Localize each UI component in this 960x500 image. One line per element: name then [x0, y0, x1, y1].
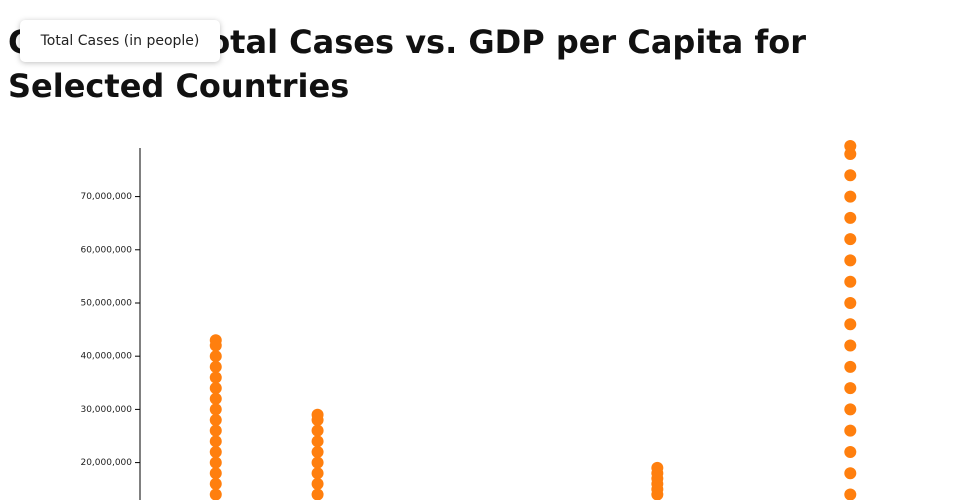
y-tick-label: 40,000,000 — [80, 352, 132, 362]
y-tick-label: 20,000,000 — [80, 458, 132, 468]
point — [844, 169, 857, 182]
point — [844, 339, 857, 352]
point — [209, 435, 222, 448]
point — [844, 190, 857, 203]
point — [311, 477, 324, 490]
point — [844, 445, 857, 458]
point — [209, 456, 222, 469]
point — [209, 477, 222, 490]
point — [209, 350, 222, 363]
point — [311, 408, 324, 421]
point — [311, 424, 324, 437]
point — [209, 467, 222, 480]
point — [844, 488, 857, 500]
y-tick-label: 60,000,000 — [80, 245, 132, 255]
point — [311, 456, 324, 469]
point — [311, 435, 324, 448]
point — [844, 360, 857, 373]
point — [844, 296, 857, 309]
point — [844, 211, 857, 224]
point — [209, 382, 222, 395]
point — [311, 467, 324, 480]
point — [209, 488, 222, 500]
point — [209, 360, 222, 373]
point — [844, 424, 857, 437]
y-tick-label: 50,000,000 — [80, 298, 132, 308]
point — [844, 233, 857, 246]
point — [844, 254, 857, 267]
point — [651, 461, 664, 474]
point — [844, 275, 857, 288]
point — [209, 403, 222, 416]
point — [209, 445, 222, 458]
y-tick-label: 30,000,000 — [80, 405, 132, 415]
point — [844, 467, 857, 480]
point — [844, 403, 857, 416]
point — [209, 414, 222, 427]
legend-entry: Total Cases (in people) — [20, 20, 220, 62]
point — [209, 334, 222, 347]
point — [311, 445, 324, 458]
point — [844, 318, 857, 331]
point — [209, 424, 222, 437]
point — [209, 392, 222, 405]
point — [209, 371, 222, 384]
y-tick-label: 70,000,000 — [80, 192, 132, 202]
point — [844, 382, 857, 395]
point — [844, 140, 857, 153]
point — [311, 488, 324, 500]
